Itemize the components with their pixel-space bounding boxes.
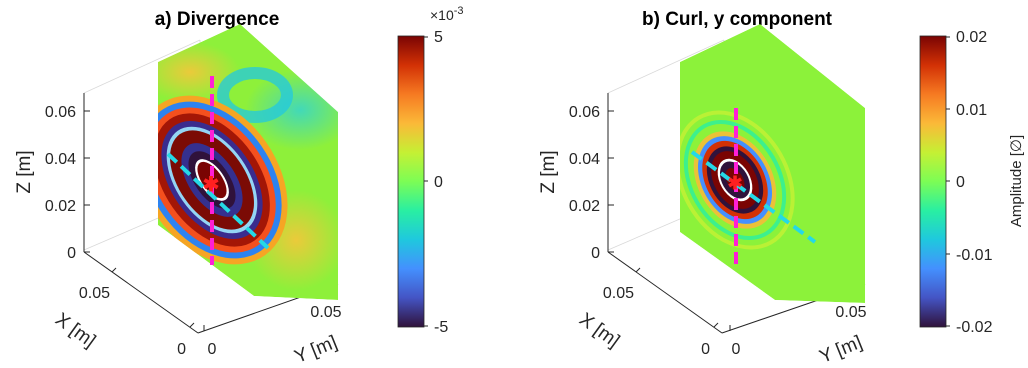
panel-a-colorbar-tick-zero: 0: [434, 174, 443, 191]
panel-a-title: a) Divergence: [155, 9, 280, 30]
panel-a-z-tick-0: 0: [67, 245, 76, 262]
panel-a-z-tick-3: 0.06: [45, 104, 76, 121]
panel-a-y-tick-1: 0.05: [310, 304, 341, 321]
panel-b-colorbar-tick-4: 0.02: [956, 29, 987, 46]
panel-b-z-label: Z [m]: [538, 150, 559, 193]
panel-b-x-tick-1: 0.05: [603, 285, 634, 302]
panel-a-colorbar-tick-min: -5: [434, 319, 448, 336]
panel-a-diagonal-dashed-line: [166, 152, 270, 250]
panel-a-colorbar: 5 0 -5 ×10-3: [397, 5, 464, 336]
panel-b-x-tick-0: 0: [701, 341, 710, 358]
panel-b-z-tick-2: 0.04: [569, 151, 600, 168]
panel-b-z-tick-1: 0.02: [569, 198, 600, 215]
panel-b-z-tick-0: 0: [591, 245, 600, 262]
panel-a-source-marker: ✱: [203, 174, 220, 196]
panel-a-x-label: X [m]: [51, 309, 99, 352]
panel-b-x-label: X [m]: [575, 309, 623, 352]
panel-a-x-tick-0: 0: [177, 341, 186, 358]
panel-b-colorbar-tick-2: 0: [956, 174, 965, 191]
panel-b-title: b) Curl, y component: [642, 9, 833, 30]
panel-a-z-tick-1: 0.02: [45, 198, 76, 215]
panel-b-x-axis: [607, 251, 723, 334]
panel-a-x-axis: [83, 251, 199, 334]
panel-a-x-tick-1: 0.05: [79, 285, 110, 302]
panel-b-source-marker: ✱: [727, 173, 742, 193]
panel-a-y-tick-0: 0: [208, 341, 217, 358]
panel-b-colorbar-tick-0: -0.02: [956, 319, 993, 336]
panel-curl-y: b) Curl, y component: [538, 9, 1025, 368]
panel-divergence: a) Divergence: [14, 5, 464, 368]
panel-a-colorbar-exponent: ×10-3: [430, 5, 464, 23]
panel-a-heatmap-slice: [158, 24, 338, 300]
panel-b-colorbar: 0.02 0.01 0 -0.01 -0.02 Amplitude [∅]: [919, 29, 1025, 336]
panel-a-y-label: Y [m]: [292, 332, 341, 368]
panel-b-colorbar-tick-1: -0.01: [956, 247, 993, 264]
panel-b-y-tick-0: 0: [732, 341, 741, 358]
panel-b-y-label: Y [m]: [817, 332, 866, 368]
panel-a-z-tick-2: 0.04: [45, 151, 76, 168]
panel-a-z-label: Z [m]: [14, 150, 35, 193]
panel-b-colorbar-label: Amplitude [∅]: [1008, 135, 1025, 227]
panel-b-z-tick-3: 0.06: [569, 104, 600, 121]
panel-b-diagonal-dashed-line: [690, 150, 817, 244]
panel-a-colorbar-tick-max: 5: [434, 29, 443, 46]
panel-b-colorbar-tick-3: 0.01: [956, 102, 987, 119]
panel-b-y-tick-1: 0.05: [835, 304, 866, 321]
panel-b-heatmap-slice: [680, 24, 865, 303]
